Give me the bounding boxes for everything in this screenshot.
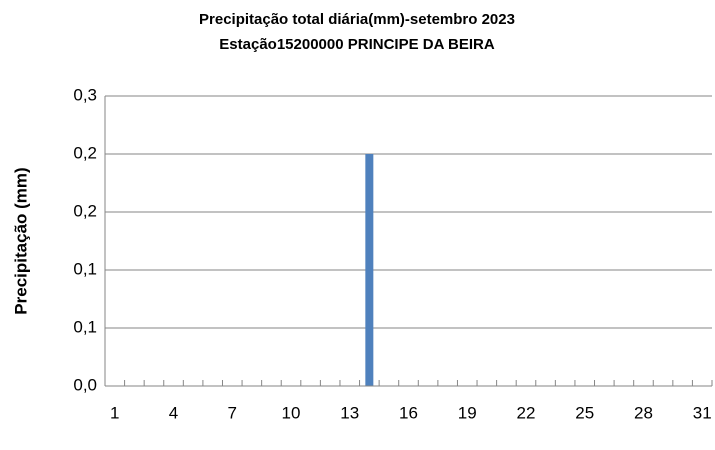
bar [365, 154, 374, 386]
x-tick-label: 7 [228, 403, 237, 422]
x-tick-label: 13 [340, 403, 359, 422]
x-tick-label: 25 [575, 403, 594, 422]
x-tick-label: 22 [517, 403, 536, 422]
x-tick-label: 31 [693, 403, 712, 422]
y-tick-label: 0,1 [73, 317, 97, 336]
x-tick-label: 28 [634, 403, 653, 422]
x-tick-label: 4 [169, 403, 178, 422]
y-tick-label: 0,1 [73, 259, 97, 278]
y-tick-label: 0,2 [73, 201, 97, 220]
x-tick-label: 10 [282, 403, 301, 422]
x-tick-label: 19 [458, 403, 477, 422]
y-tick-label: 0,2 [73, 143, 97, 162]
x-tick-label: 1 [110, 403, 119, 422]
chart-subtitle: Estação15200000 PRINCIPE DA BEIRA [219, 36, 495, 53]
x-tick-label: 16 [399, 403, 418, 422]
chart-title: Precipitação total diária(mm)-setembro 2… [199, 11, 515, 28]
y-tick-label: 0,0 [73, 375, 97, 394]
y-axis-title: Precipitação (mm) [11, 167, 30, 314]
y-tick-label: 0,3 [73, 85, 97, 104]
